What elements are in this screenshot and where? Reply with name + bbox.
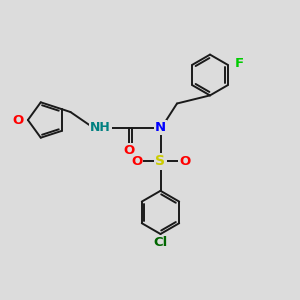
- Text: O: O: [179, 155, 190, 168]
- Text: O: O: [123, 144, 135, 157]
- Text: O: O: [131, 155, 142, 168]
- Text: F: F: [234, 57, 243, 70]
- Text: Cl: Cl: [153, 236, 168, 249]
- Text: NH: NH: [90, 121, 111, 134]
- Text: O: O: [12, 113, 23, 127]
- Text: S: S: [155, 154, 166, 168]
- Text: N: N: [155, 121, 166, 134]
